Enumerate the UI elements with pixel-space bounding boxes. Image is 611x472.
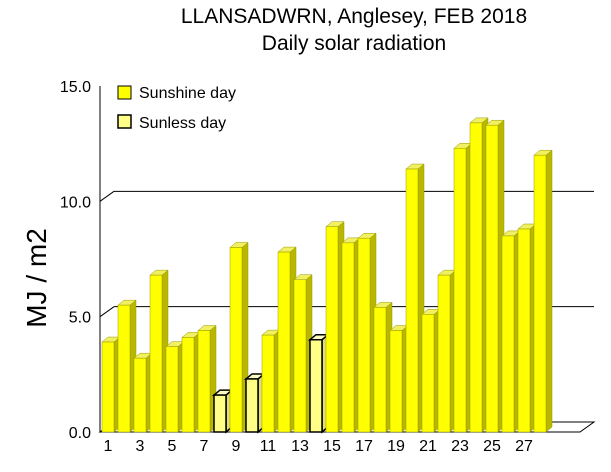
bar-day-18 bbox=[373, 301, 393, 433]
bar-front bbox=[165, 346, 179, 433]
bar-front bbox=[341, 242, 355, 433]
bar-day-21 bbox=[421, 308, 441, 433]
x-tick-label: 9 bbox=[232, 438, 241, 455]
bar-day-9 bbox=[229, 241, 249, 433]
bar-day-6 bbox=[181, 331, 201, 433]
bar-day-20 bbox=[405, 163, 425, 433]
bars bbox=[101, 117, 553, 434]
x-tick-label: 27 bbox=[515, 438, 533, 455]
bar-day-16 bbox=[341, 237, 361, 433]
bar-front bbox=[101, 341, 115, 433]
bar-front bbox=[309, 338, 323, 433]
bar-front bbox=[197, 330, 211, 433]
x-tick-label: 23 bbox=[451, 438, 469, 455]
x-tick-label: 15 bbox=[323, 438, 341, 455]
bar-front bbox=[485, 124, 499, 433]
bar-front bbox=[357, 237, 371, 433]
bar-front bbox=[517, 228, 531, 433]
x-tick-label: 7 bbox=[200, 438, 209, 455]
bar-front bbox=[117, 304, 131, 433]
x-tick-label: 13 bbox=[291, 438, 309, 455]
bar-day-10 bbox=[243, 372, 267, 434]
bar-side bbox=[545, 149, 553, 433]
y-tick-label: 15.0 bbox=[60, 79, 91, 96]
bar-front bbox=[149, 274, 163, 433]
x-tick-label: 19 bbox=[387, 438, 405, 455]
bar-day-22 bbox=[437, 269, 457, 433]
bar-front bbox=[405, 168, 419, 433]
bar-front bbox=[181, 337, 195, 433]
bar-front bbox=[389, 330, 403, 433]
bar-front bbox=[373, 307, 387, 433]
bar-day-19 bbox=[389, 324, 409, 433]
bar-day-5 bbox=[165, 341, 185, 433]
bar-day-28 bbox=[533, 149, 553, 433]
legend-swatch-sunless bbox=[117, 114, 132, 129]
bar-front bbox=[277, 251, 291, 433]
y-tick-labels: 0.0 5.0 10.0 15.0 bbox=[60, 79, 91, 442]
bar-front bbox=[533, 154, 547, 433]
y-axis-label: MJ / m2 bbox=[21, 228, 52, 328]
gridline-depth bbox=[99, 190, 115, 202]
bar-front bbox=[501, 235, 515, 433]
bar-day-3 bbox=[133, 352, 153, 433]
x-tick-label: 17 bbox=[355, 438, 373, 455]
x-tick-label: 11 bbox=[260, 438, 277, 455]
bar-front bbox=[421, 314, 435, 433]
bar-front bbox=[453, 148, 467, 433]
bar-day-25 bbox=[485, 119, 505, 433]
x-tick-label: 5 bbox=[168, 438, 177, 455]
bar-front bbox=[133, 357, 147, 433]
legend: Sunshine day Sunless day bbox=[117, 85, 236, 132]
bar-front bbox=[261, 334, 275, 433]
bar-day-17 bbox=[357, 232, 377, 433]
legend-swatch-sunshine bbox=[117, 85, 132, 100]
bar-front bbox=[245, 378, 259, 433]
bar-front bbox=[469, 122, 483, 433]
y-tick-label: 0.0 bbox=[69, 425, 91, 442]
y-tick-label: 10.0 bbox=[60, 194, 91, 211]
bar-front bbox=[437, 274, 451, 433]
x-tick-labels: 1 3 5 7 9 11 13 15 17 19 21 23 25 27 bbox=[104, 438, 533, 455]
bar-day-14 bbox=[307, 333, 331, 434]
x-tick-label: 3 bbox=[136, 438, 145, 455]
bar-day-1 bbox=[101, 336, 121, 433]
bar-day-27 bbox=[517, 223, 537, 433]
bar-day-12 bbox=[277, 246, 297, 433]
bar-day-2 bbox=[117, 299, 137, 433]
bar-day-11 bbox=[261, 329, 281, 433]
bar-front bbox=[229, 247, 243, 433]
bar-day-23 bbox=[453, 142, 473, 433]
chart-subtitle: Daily solar radiation bbox=[262, 32, 446, 55]
bar-front bbox=[213, 394, 227, 433]
chart-title: LLANSADWRN, Anglesey, FEB 2018 bbox=[181, 5, 527, 28]
y-tick-label: 5.0 bbox=[69, 310, 91, 327]
legend-label-sunshine: Sunshine day bbox=[139, 85, 236, 102]
bar-day-4 bbox=[149, 269, 169, 433]
bar-front bbox=[325, 226, 339, 433]
bar-day-24 bbox=[469, 117, 489, 433]
bar-day-15 bbox=[325, 221, 345, 433]
legend-label-sunless: Sunless day bbox=[139, 115, 226, 132]
bar-day-26 bbox=[501, 230, 521, 433]
bar-day-8 bbox=[211, 388, 235, 434]
gridline-depth bbox=[99, 306, 115, 318]
x-tick-label: 1 bbox=[104, 438, 113, 455]
x-tick-label: 21 bbox=[419, 438, 437, 455]
x-tick-label: 25 bbox=[483, 438, 501, 455]
bar-front bbox=[293, 279, 307, 433]
